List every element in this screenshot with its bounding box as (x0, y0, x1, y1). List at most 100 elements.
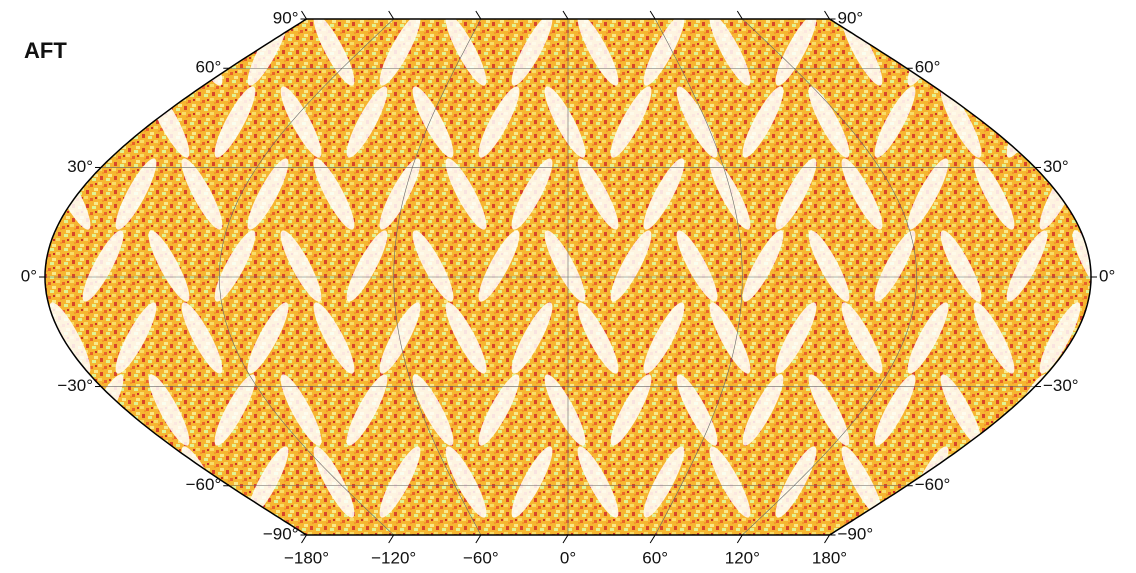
meridian (654, 19, 743, 535)
swath-gap (709, 302, 751, 374)
swath-gap (808, 374, 850, 446)
swath-gap (181, 19, 223, 86)
latitude-label-left: −90° (263, 524, 299, 543)
swath-gap (1006, 86, 1048, 158)
swath-gap (313, 19, 355, 86)
swath-gap (115, 446, 157, 518)
swath-gap (544, 374, 586, 446)
swath-gap (445, 158, 487, 230)
swath-gap (1072, 86, 1091, 158)
swath-gap (247, 446, 289, 518)
swath-gap (49, 446, 91, 518)
swath-gap (214, 230, 256, 302)
swath-gap (742, 86, 784, 158)
swath-gap (214, 86, 256, 158)
tick (649, 10, 656, 20)
swath-gap (1006, 230, 1048, 302)
longitude-label: 60° (642, 548, 668, 567)
swath-gap (841, 158, 883, 230)
swath-gap (577, 446, 619, 518)
swath-gap (214, 374, 256, 446)
swath-gap (775, 302, 817, 374)
latitude-label-left: −30° (57, 376, 93, 395)
swath-gap (181, 302, 223, 374)
swath-gap (676, 86, 718, 158)
swath-gap (676, 374, 718, 446)
swath-gap (511, 446, 553, 518)
latitude-label-right: 60° (915, 58, 941, 77)
swath-gap (247, 158, 289, 230)
swath-gap (808, 230, 850, 302)
latitude-label-left: 60° (196, 58, 222, 77)
swath-gap (973, 302, 1015, 374)
swath-gap (280, 86, 322, 158)
swath-gap (940, 86, 982, 158)
swath-gap (973, 19, 1015, 86)
swath-gap (643, 19, 685, 86)
swath-gap (610, 86, 652, 158)
tick (562, 534, 569, 544)
swath-gap (610, 230, 652, 302)
swath-gap (313, 302, 355, 374)
latitude-label-left: 30° (67, 157, 93, 176)
swath-gap (181, 158, 223, 230)
swath-gap (841, 446, 883, 518)
swath-gap (445, 446, 487, 518)
swath-gap (643, 302, 685, 374)
swath-gap (808, 86, 850, 158)
longitude-label: −120° (371, 548, 416, 567)
map-body (45, 19, 1091, 535)
swath-gap (577, 302, 619, 374)
tick (301, 10, 307, 20)
swath-gap (313, 446, 355, 518)
swath-gap (874, 374, 916, 446)
swath-gap (643, 158, 685, 230)
swath-gap (445, 302, 487, 374)
swath-gap (115, 302, 157, 374)
swath-gap (775, 158, 817, 230)
swath-gap (742, 230, 784, 302)
tick (824, 10, 830, 20)
swath-gap (643, 446, 685, 518)
tick (475, 10, 482, 20)
tick (736, 534, 743, 544)
swath-gap (478, 374, 520, 446)
map-title: AFT (24, 38, 67, 63)
swath-gap (412, 374, 454, 446)
longitude-label: −60° (463, 548, 499, 567)
latitude-label-left: 0° (21, 266, 37, 285)
meridian (393, 19, 482, 535)
latitude-label-right: 0° (1099, 266, 1115, 285)
swath-gap (742, 374, 784, 446)
swath-gap (775, 19, 817, 86)
latitude-label-right: −60° (915, 475, 951, 494)
swath-gap (709, 446, 751, 518)
swath-gap (115, 158, 157, 230)
swath-gap (973, 158, 1015, 230)
latitude-label-left: −60° (186, 475, 222, 494)
swath-gap (907, 19, 949, 86)
swath-gap (280, 230, 322, 302)
swath-gap (907, 302, 949, 374)
swath-gap (544, 230, 586, 302)
swath-gap (1039, 19, 1081, 86)
swath-gap (379, 158, 421, 230)
swath-gap (940, 230, 982, 302)
tick (824, 534, 830, 544)
longitude-label: −180° (284, 548, 329, 567)
swath-gap (379, 302, 421, 374)
latitude-label-right: 30° (1043, 157, 1069, 176)
swath-gap (346, 374, 388, 446)
swath-gap (379, 19, 421, 86)
swath-gap (577, 19, 619, 86)
swath-gap (1072, 230, 1091, 302)
meridian (218, 19, 394, 535)
latitude-label-right: 90° (838, 8, 864, 27)
swath-gap (775, 446, 817, 518)
swath-gap (709, 158, 751, 230)
swath-gap (511, 302, 553, 374)
swath-gap (544, 86, 586, 158)
swath-gap (148, 374, 190, 446)
swath-gap (511, 19, 553, 86)
swath-gap (82, 230, 124, 302)
